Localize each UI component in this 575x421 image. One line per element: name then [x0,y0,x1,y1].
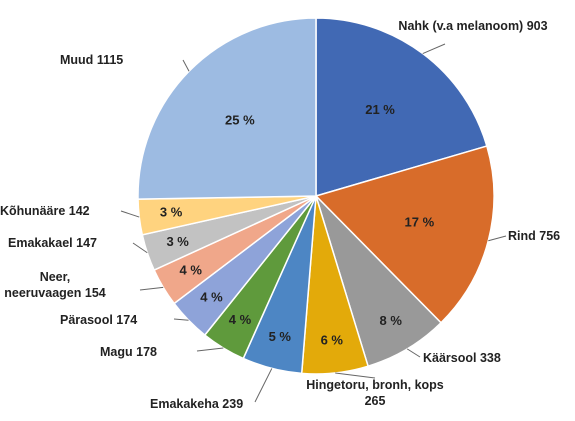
category-name: Emakakael [8,236,73,250]
category-name: Pärasool [60,313,113,327]
leader-line [196,347,224,352]
leader-line [488,235,507,242]
leader-line [120,210,140,218]
percent-label: 3 % [166,234,189,249]
percent-label: 3 % [160,205,183,220]
category-name: Rind [508,229,536,243]
leader-line [139,286,164,291]
pie-slice [315,17,488,198]
percent-label: 6 % [321,333,344,348]
pie-slice [137,17,317,200]
percent-label: 4 % [180,262,203,277]
category-value: 239 [222,397,244,411]
category-name: Käärsool [423,351,477,365]
slice-label: Emakakael 147 [8,235,143,251]
slice-label: Kõhunääre 142 [0,203,135,219]
category-name: Neer, neeruvaagen [4,270,82,300]
category-name: Hingetoru, bronh, kops [306,378,444,392]
category-name: Magu [100,345,133,359]
slice-label: Magu 178 [100,344,190,360]
category-value: 338 [479,351,501,365]
percent-label: 25 % [225,113,255,128]
category-name: Kõhunääre [0,204,66,218]
category-value: 154 [84,286,106,300]
category-name: Emakakeha [150,397,219,411]
category-name: Muud [60,53,94,67]
percent-label: 4 % [229,312,252,327]
slice-label: Neer, neeruvaagen 154 [0,269,110,301]
percent-label: 8 % [380,313,403,328]
category-value: 903 [526,19,548,33]
percent-label: 4 % [200,289,223,304]
category-name: Nahk (v.a melanoom) [398,19,524,33]
leader-line [335,372,376,379]
slice-label: Pärasool 174 [60,312,160,328]
category-value: 178 [136,345,157,359]
percent-label: 17 % [405,214,435,229]
category-value: 756 [539,229,561,243]
slice-label: Rind 756 [508,228,575,244]
leader-line [182,59,190,72]
slice-label: Nahk (v.a melanoom) 903 [398,18,548,34]
category-value: 174 [116,313,138,327]
slice-label: Emakakeha 239 [150,396,270,412]
slice-label: Käärsool 338 [423,350,533,366]
slice-label: Hingetoru, bronh, kops 265 [305,377,445,409]
percent-label: 5 % [269,329,292,344]
category-value: 265 [364,394,386,408]
category-value: 1115 [96,53,124,67]
category-value: 142 [68,204,90,218]
leader-line [406,348,421,358]
percent-label: 21 % [365,102,395,117]
slice-label: Muud 1115 [60,52,180,68]
leader-line [422,43,446,55]
leader-line [132,242,148,254]
leader-line [173,318,189,321]
category-value: 147 [76,236,97,250]
leader-line [254,368,273,403]
pie-slice [314,145,495,324]
